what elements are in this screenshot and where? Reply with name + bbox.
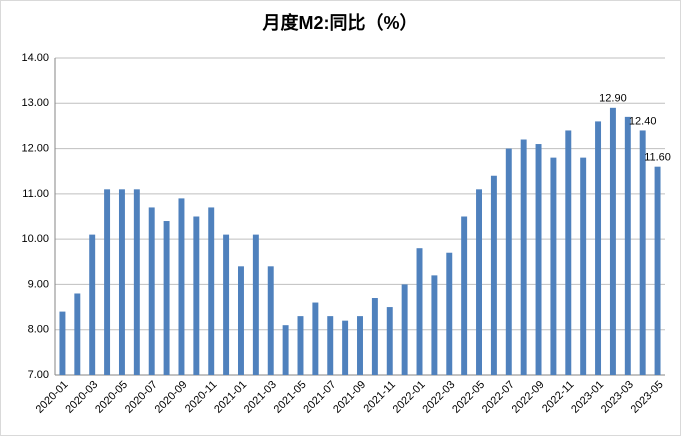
bar bbox=[133, 189, 140, 375]
bar bbox=[550, 157, 557, 375]
bar bbox=[208, 207, 215, 375]
bar bbox=[89, 234, 96, 375]
bar bbox=[238, 266, 244, 375]
bar bbox=[609, 107, 616, 376]
y-tick-label: 9.00 bbox=[28, 278, 49, 290]
bar bbox=[193, 216, 200, 375]
bar bbox=[505, 148, 512, 375]
bar bbox=[535, 144, 542, 375]
bar bbox=[371, 298, 378, 375]
value-label: 12.40 bbox=[629, 115, 657, 127]
bar bbox=[223, 234, 230, 375]
bar bbox=[654, 166, 661, 375]
value-label: 11.60 bbox=[644, 152, 671, 164]
value-label: 12.90 bbox=[599, 93, 627, 105]
bar bbox=[446, 252, 453, 375]
bar bbox=[59, 311, 66, 375]
bar bbox=[178, 198, 185, 375]
y-tick-label: 13.00 bbox=[21, 97, 49, 109]
y-tick-label: 14.00 bbox=[21, 52, 49, 64]
bar bbox=[565, 130, 572, 375]
bar bbox=[624, 116, 631, 375]
bar bbox=[431, 275, 438, 375]
bar bbox=[327, 316, 334, 375]
bar bbox=[163, 221, 170, 375]
bar bbox=[461, 216, 468, 375]
bar bbox=[520, 139, 527, 375]
bar bbox=[357, 316, 363, 375]
bar bbox=[252, 234, 259, 375]
bar bbox=[342, 320, 349, 375]
bar bbox=[490, 175, 497, 375]
bar bbox=[401, 284, 408, 375]
bar bbox=[297, 316, 304, 375]
bar bbox=[386, 307, 393, 375]
bar bbox=[595, 121, 602, 376]
chart-title: 月度M2:同比（%） bbox=[261, 12, 417, 33]
y-tick-label: 12.00 bbox=[21, 142, 49, 154]
y-tick-label: 11.00 bbox=[22, 188, 49, 200]
bar bbox=[476, 189, 482, 375]
y-tick-label: 8.00 bbox=[28, 324, 49, 336]
bar bbox=[118, 189, 125, 375]
bar bbox=[104, 189, 111, 375]
bar bbox=[639, 130, 646, 375]
bar bbox=[74, 293, 81, 375]
bar bbox=[148, 207, 155, 375]
bar bbox=[312, 302, 319, 375]
bar bbox=[416, 248, 423, 375]
y-tick-label: 10.00 bbox=[21, 233, 49, 245]
y-tick-label: 7.00 bbox=[28, 369, 49, 381]
bar bbox=[282, 325, 289, 375]
bar bbox=[580, 157, 587, 375]
bar bbox=[267, 266, 274, 375]
